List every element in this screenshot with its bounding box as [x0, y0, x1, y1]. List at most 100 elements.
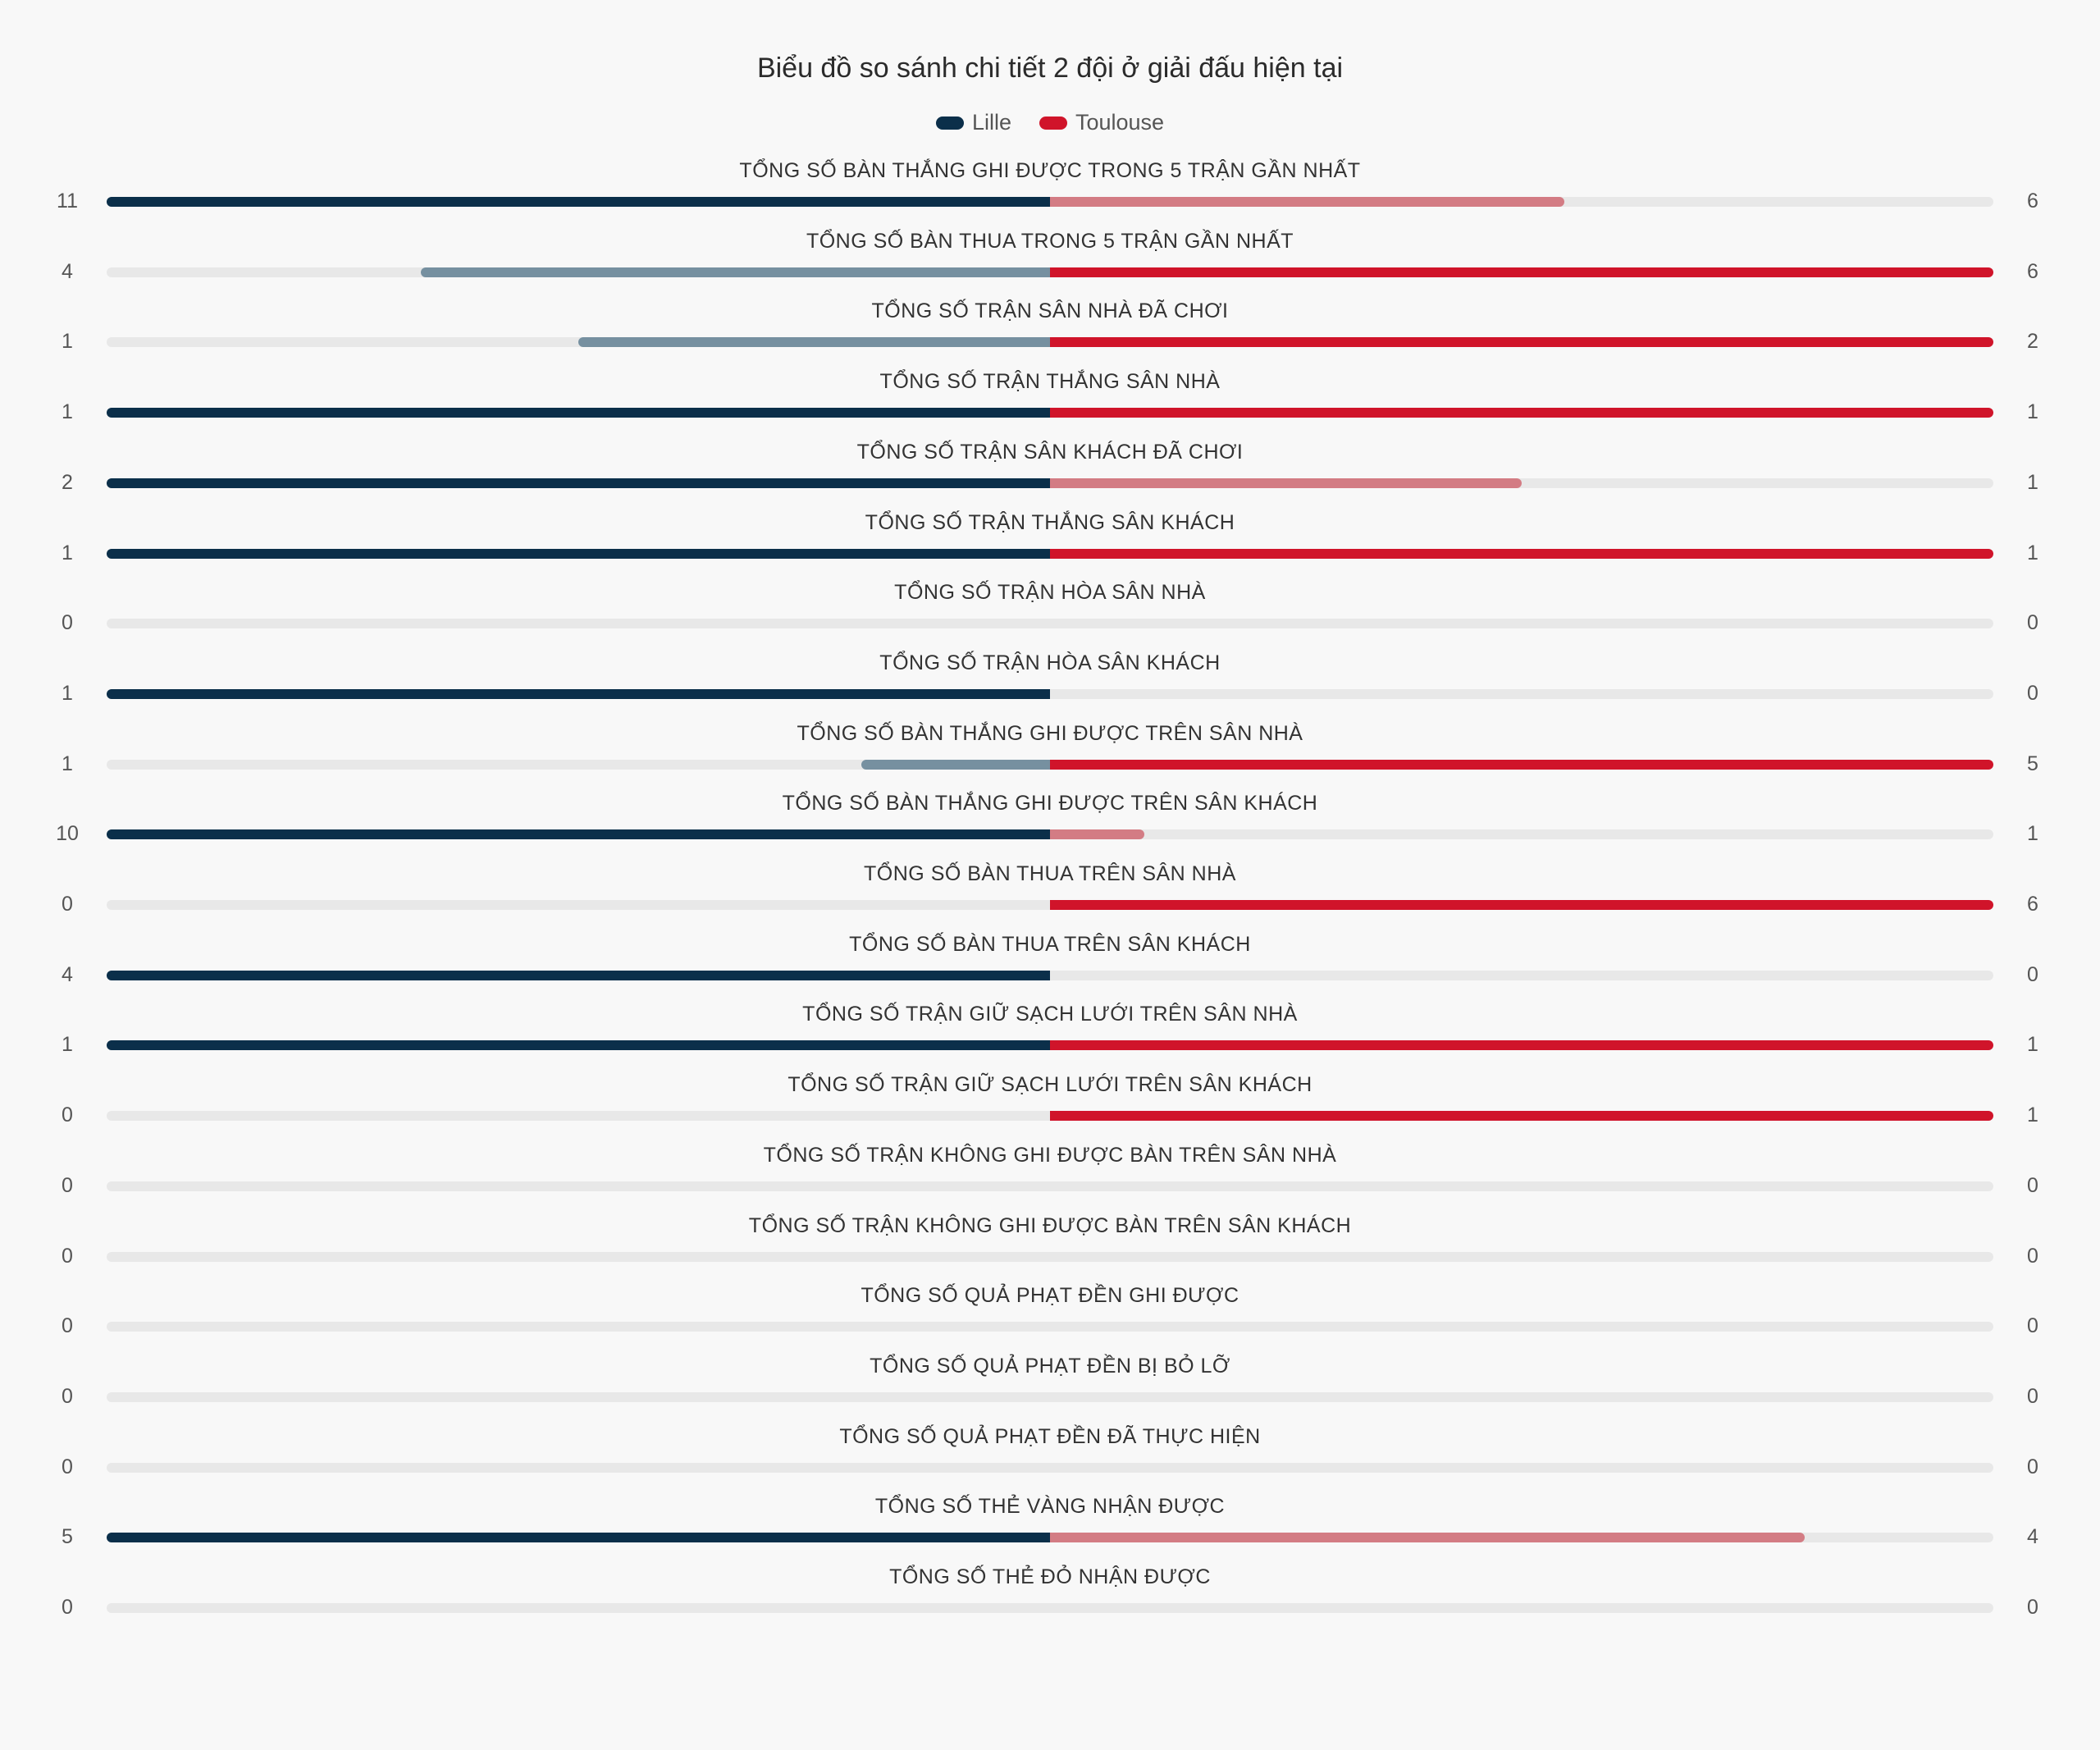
bar-track: [107, 1251, 1993, 1262]
value-label-lille: 0: [62, 1103, 73, 1127]
bar-lille[interactable]: [107, 197, 1050, 207]
stat-label: TỔNG SỐ BÀN THẮNG GHI ĐƯỢC TRÊN SÂN NHÀ: [797, 721, 1303, 745]
value-label-lille: 0: [62, 1244, 73, 1268]
value-label-lille: 0: [62, 1596, 73, 1619]
stat-label: TỔNG SỐ TRẬN HÒA SÂN KHÁCH: [879, 651, 1221, 674]
bar-lille[interactable]: [107, 688, 1050, 699]
bar-track: [107, 197, 1993, 207]
value-label-lille: 4: [62, 962, 73, 986]
stat-label: TỔNG SỐ QUẢ PHẠT ĐỀN BỊ BỎ LỠ: [870, 1354, 1230, 1378]
legend-item-toulouse[interactable]: Toulouse: [1039, 110, 1164, 135]
value-label-lille: 1: [62, 1033, 73, 1057]
bar-track: [107, 267, 1993, 277]
stat-label: TỔNG SỐ TRẬN SÂN KHÁCH ĐÃ CHƠI: [856, 440, 1244, 464]
stat-row: TỔNG SỐ BÀN THẮNG GHI ĐƯỢC TRONG 5 TRẬN …: [0, 159, 2100, 230]
stat-row: TỔNG SỐ QUẢ PHẠT ĐỀN ĐÃ THỰC HIỆN 0 0: [0, 1425, 2100, 1496]
value-label-toulouse: 0: [2027, 1596, 2038, 1619]
bar-track: [107, 1391, 1993, 1402]
stat-row: TỔNG SỐ TRẬN THẮNG SÂN KHÁCH 1 1: [0, 511, 2100, 582]
stat-row: TỔNG SỐ BÀN THUA TRÊN SÂN NHÀ 0 6: [0, 862, 2100, 933]
legend: Lille Toulouse: [0, 110, 2100, 135]
bar-track: [107, 970, 1993, 980]
value-label-lille: 1: [62, 752, 73, 775]
value-label-toulouse: 6: [2027, 259, 2038, 283]
bar-toulouse[interactable]: [1050, 477, 1522, 488]
bar-track: [107, 759, 1993, 770]
legend-label-lille: Lille: [971, 110, 1011, 135]
value-label-toulouse: 6: [2027, 893, 2038, 916]
bar-track: [107, 1533, 1993, 1543]
stat-row: TỔNG SỐ BÀN THUA TRONG 5 TRẬN GẦN NHẤT 4 6: [0, 230, 2100, 300]
bar-lille[interactable]: [861, 759, 1050, 770]
bar-toulouse[interactable]: [1050, 267, 1993, 277]
value-label-toulouse: 1: [2027, 1103, 2038, 1127]
bar-toulouse[interactable]: [1050, 1111, 1993, 1122]
value-label-toulouse: 1: [2027, 541, 2038, 564]
bar-toulouse[interactable]: [1050, 408, 1993, 418]
stat-label: TỔNG SỐ QUẢ PHẠT ĐỀN GHI ĐƯỢC: [861, 1284, 1239, 1308]
stat-label: TỔNG SỐ TRẬN THẮNG SÂN NHÀ: [879, 370, 1221, 394]
stat-row: TỔNG SỐ QUẢ PHẠT ĐỀN BỊ BỎ LỠ 0 0: [0, 1355, 2100, 1425]
bar-lille[interactable]: [107, 477, 1050, 488]
value-label-lille: 0: [62, 611, 73, 635]
stat-row: TỔNG SỐ TRẬN KHÔNG GHI ĐƯỢC BÀN TRÊN SÂN…: [0, 1144, 2100, 1214]
stat-row: TỔNG SỐ BÀN THẮNG GHI ĐƯỢC TRÊN SÂN NHÀ 1…: [0, 722, 2100, 793]
value-label-lille: 1: [62, 330, 73, 354]
bar-lille[interactable]: [107, 829, 1050, 840]
value-label-toulouse: 0: [2027, 1173, 2038, 1197]
bar-toulouse[interactable]: [1050, 337, 1993, 348]
bar-toulouse[interactable]: [1050, 759, 1993, 770]
stat-label: TỔNG SỐ BÀN THUA TRONG 5 TRẬN GẦN NHẤT: [806, 229, 1294, 253]
bar-track: [107, 1181, 1993, 1191]
bar-track: [107, 688, 1993, 699]
value-label-toulouse: 6: [2027, 190, 2038, 212]
stat-label: TỔNG SỐ TRẬN HÒA SÂN NHÀ: [894, 581, 1206, 605]
stat-label: TỔNG SỐ TRẬN GIỮ SẠCH LƯỚI TRÊN SÂN NHÀ: [802, 1003, 1298, 1026]
stat-row: TỔNG SỐ BÀN THẮNG GHI ĐƯỢC TRÊN SÂN KHÁC…: [0, 792, 2100, 862]
bar-lille[interactable]: [107, 970, 1050, 980]
value-label-lille: 1: [62, 541, 73, 564]
bar-lille[interactable]: [107, 548, 1050, 559]
bar-lille[interactable]: [107, 1040, 1050, 1051]
stat-label: TỔNG SỐ THẺ VÀNG NHẬN ĐƯỢC: [874, 1495, 1226, 1519]
value-label-toulouse: 1: [2027, 400, 2038, 424]
bar-toulouse[interactable]: [1050, 829, 1144, 840]
bar-track: [107, 900, 1993, 910]
bar-lille[interactable]: [107, 408, 1050, 418]
bar-track: [107, 337, 1993, 348]
bar-toulouse[interactable]: [1050, 197, 1565, 207]
stat-label: TỔNG SỐ TRẬN GIỮ SẠCH LƯỚI TRÊN SÂN KHÁC…: [788, 1073, 1312, 1097]
value-label-toulouse: 1: [2027, 822, 2038, 846]
bar-track: [107, 619, 1993, 629]
value-label-lille: 10: [56, 822, 79, 846]
stat-row: TỔNG SỐ THẺ VÀNG NHẬN ĐƯỢC 5 4: [0, 1495, 2100, 1565]
value-label-toulouse: 1: [2027, 1033, 2038, 1057]
bar-lille[interactable]: [421, 267, 1050, 277]
bar-toulouse[interactable]: [1050, 900, 1993, 910]
legend-item-lille[interactable]: Lille: [935, 110, 1011, 135]
value-label-toulouse: 2: [2027, 330, 2038, 354]
bar-lille[interactable]: [578, 337, 1050, 348]
stat-label: TỔNG SỐ BÀN THUA TRÊN SÂN KHÁCH: [849, 932, 1251, 956]
stat-label: TỔNG SỐ TRẬN THẮNG SÂN KHÁCH: [865, 510, 1235, 534]
bar-track: [107, 1111, 1993, 1122]
value-label-toulouse: 4: [2027, 1525, 2038, 1549]
stat-label: TỔNG SỐ TRẬN SÂN NHÀ ĐÃ CHƠI: [871, 299, 1229, 323]
stat-row: TỔNG SỐ TRẬN SÂN KHÁCH ĐÃ CHƠI 2 1: [0, 441, 2100, 511]
stat-label: TỔNG SỐ THẺ ĐỎ NHẬN ĐƯỢC: [889, 1565, 1211, 1588]
bar-toulouse[interactable]: [1050, 1533, 1805, 1543]
value-label-toulouse: 0: [2027, 1244, 2038, 1268]
bar-lille[interactable]: [107, 1533, 1050, 1543]
value-label-lille: 5: [62, 1525, 73, 1549]
value-label-lille: 2: [62, 470, 73, 494]
value-label-lille: 0: [62, 1384, 73, 1408]
stat-label: TỔNG SỐ BÀN THẮNG GHI ĐƯỢC TRONG 5 TRẬN …: [739, 159, 1361, 182]
bar-track: [107, 829, 1993, 840]
legend-label-toulouse: Toulouse: [1075, 110, 1165, 135]
bar-toulouse[interactable]: [1050, 1040, 1993, 1051]
bar-toulouse[interactable]: [1050, 548, 1993, 559]
value-label-toulouse: 5: [2027, 752, 2038, 775]
stat-row: TỔNG SỐ TRẬN GIỮ SẠCH LƯỚI TRÊN SÂN NHÀ 1…: [0, 1003, 2100, 1073]
bar-track: [107, 1603, 1993, 1613]
